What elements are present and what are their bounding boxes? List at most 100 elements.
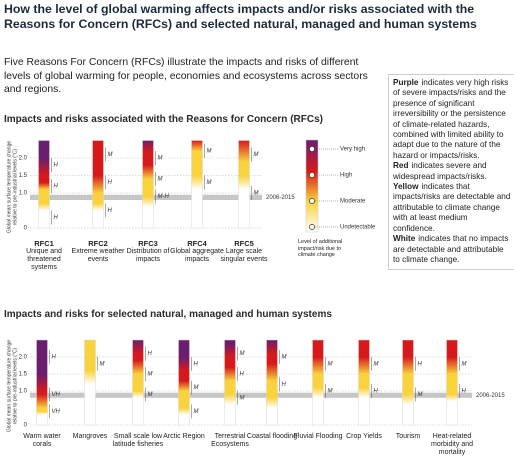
ember xyxy=(178,339,190,426)
category-label: RFC5 Large scale singular events xyxy=(217,239,271,264)
ember xyxy=(142,140,154,229)
confidence-label: M xyxy=(148,392,153,398)
legend-ember xyxy=(305,139,319,233)
confidence-label: M xyxy=(328,361,333,367)
confidence-label: H xyxy=(52,355,57,361)
y-tick-label: 0 xyxy=(24,226,28,232)
confidence-label: H xyxy=(282,382,287,388)
category-label: RFC4 Global aggregate impacts xyxy=(170,239,224,264)
category-label: RFC1 Unique and threatened systems xyxy=(17,239,71,272)
category-name: Global aggregate impacts xyxy=(170,248,224,263)
observed-label: 2006-2015 xyxy=(476,393,505,399)
ember xyxy=(132,339,144,426)
explanation-keyword: White xyxy=(393,234,416,244)
ember xyxy=(402,339,414,426)
explanation-text: indicates that no impacts are detectable… xyxy=(393,234,509,264)
y-tick-label: 1.5 xyxy=(19,372,28,378)
legend-caption: Level of additional impact/risk due to c… xyxy=(298,239,343,258)
confidence-label: H xyxy=(194,361,199,367)
confidence-label: M xyxy=(374,361,379,367)
category-label: Small scale low latitude fisheries xyxy=(111,433,165,449)
category-label: Heat-related morbidity and mortality xyxy=(425,433,479,457)
y-tick-label: 1.0 xyxy=(19,191,28,197)
explanation-keyword: Red xyxy=(393,161,409,171)
category-label: Terrestrial Ecosystems xyxy=(203,433,257,449)
y-axis-label: Global mean surface temperature change r… xyxy=(6,339,19,432)
category-label: RFC2 Extreme weather events xyxy=(71,239,125,264)
panel-heading: Impacts and risks associated with the Re… xyxy=(4,114,323,125)
category-label: Arctic Region xyxy=(157,433,211,441)
category-name: Large scale singular events xyxy=(220,248,268,263)
confidence-label: H xyxy=(54,215,59,221)
category-name: Terrestrial Ecosystems xyxy=(211,433,249,448)
confidence-label: H xyxy=(240,372,245,378)
confidence-label: M xyxy=(328,389,333,395)
confidence-label: M xyxy=(100,361,105,367)
panel-heading: Impacts and risks for selected natural, … xyxy=(4,309,332,320)
confidence-label: M xyxy=(418,392,423,398)
confidence-label: M xyxy=(158,177,163,183)
y-tick-label: 1.0 xyxy=(19,389,28,395)
ember xyxy=(358,339,370,426)
explanation-keyword: Purple xyxy=(393,78,419,87)
category-name: Warm water corals xyxy=(23,433,61,448)
category-name: Arctic Region xyxy=(163,433,205,440)
y-tick-label: 2.0 xyxy=(19,355,28,361)
confidence-label: M xyxy=(108,152,113,158)
category-name: Extreme weather events xyxy=(71,248,125,263)
explanation-text: indicates very high risks of severe impa… xyxy=(393,78,509,160)
category-name: Small scale low latitude fisheries xyxy=(112,433,164,448)
confidence-label: M xyxy=(207,180,212,186)
category-name: Fluvial Flooding xyxy=(293,433,343,440)
category-name: Unique and threatened systems xyxy=(26,248,62,271)
category-name: Mangroves xyxy=(72,433,108,440)
category-code: RFC5 xyxy=(234,239,254,248)
y-tick-label: 0 xyxy=(24,423,28,429)
confidence-label: M xyxy=(282,355,287,361)
category-name: Heat-related morbidity and mortality xyxy=(430,433,474,456)
y-tick-label: 2.0 xyxy=(19,156,28,162)
confidence-label: H xyxy=(108,180,113,186)
confidence-label: M xyxy=(240,395,245,401)
explanation-paragraph: White indicates that no impacts are detec… xyxy=(393,234,511,265)
category-label: Tourism xyxy=(381,433,435,441)
category-name: Crop Yields xyxy=(346,433,382,440)
confidence-label: H xyxy=(374,389,379,395)
legend-label: High xyxy=(340,173,352,179)
legend-marker xyxy=(309,172,315,178)
ember xyxy=(36,339,48,426)
title: How the level of global warming affects … xyxy=(4,2,477,31)
observed-label: 2006-2015 xyxy=(266,195,295,201)
intro: Five Reasons For Concern (RFCs) illustra… xyxy=(4,57,368,95)
confidence-label: M xyxy=(462,361,467,367)
category-label: Fluvial Flooding xyxy=(291,433,345,441)
confidence-label: M xyxy=(254,191,259,197)
y-axis-label: Global mean surface temperature change r… xyxy=(6,141,19,234)
explanation-text: indicates that impacts/risks are detecta… xyxy=(393,182,511,233)
confidence-label: VH xyxy=(52,409,61,415)
confidence-label: H xyxy=(148,351,153,357)
confidence-label: M xyxy=(240,351,245,357)
explanation-keyword: Yellow xyxy=(393,182,419,192)
confidence-label: M xyxy=(158,156,163,162)
explanation-text: indicates severe and widespread impacts/… xyxy=(393,161,487,181)
category-name: Tourism xyxy=(395,433,421,440)
confidence-label: H xyxy=(418,361,423,367)
legend-marker xyxy=(309,146,315,152)
ember xyxy=(224,339,236,426)
category-label: Mangroves xyxy=(63,433,117,441)
legend-marker xyxy=(309,198,315,204)
y-tick-label: 1.5 xyxy=(19,173,28,179)
confidence-label: M xyxy=(254,152,259,158)
confidence-label: VH xyxy=(52,392,61,398)
ember xyxy=(312,339,324,426)
confidence-label: H xyxy=(462,389,467,395)
category-code: RFC2 xyxy=(88,239,108,248)
category-code: RFC4 xyxy=(187,239,207,248)
category-code: RFC1 xyxy=(34,239,54,248)
category-label: RFC3 Distribution of impacts xyxy=(121,239,175,264)
explanation-paragraph: Purple indicates very high risks of sever… xyxy=(393,78,511,161)
ember xyxy=(84,339,96,426)
explanation-paragraph: Yellow indicates that impacts/risks are d… xyxy=(393,182,511,234)
